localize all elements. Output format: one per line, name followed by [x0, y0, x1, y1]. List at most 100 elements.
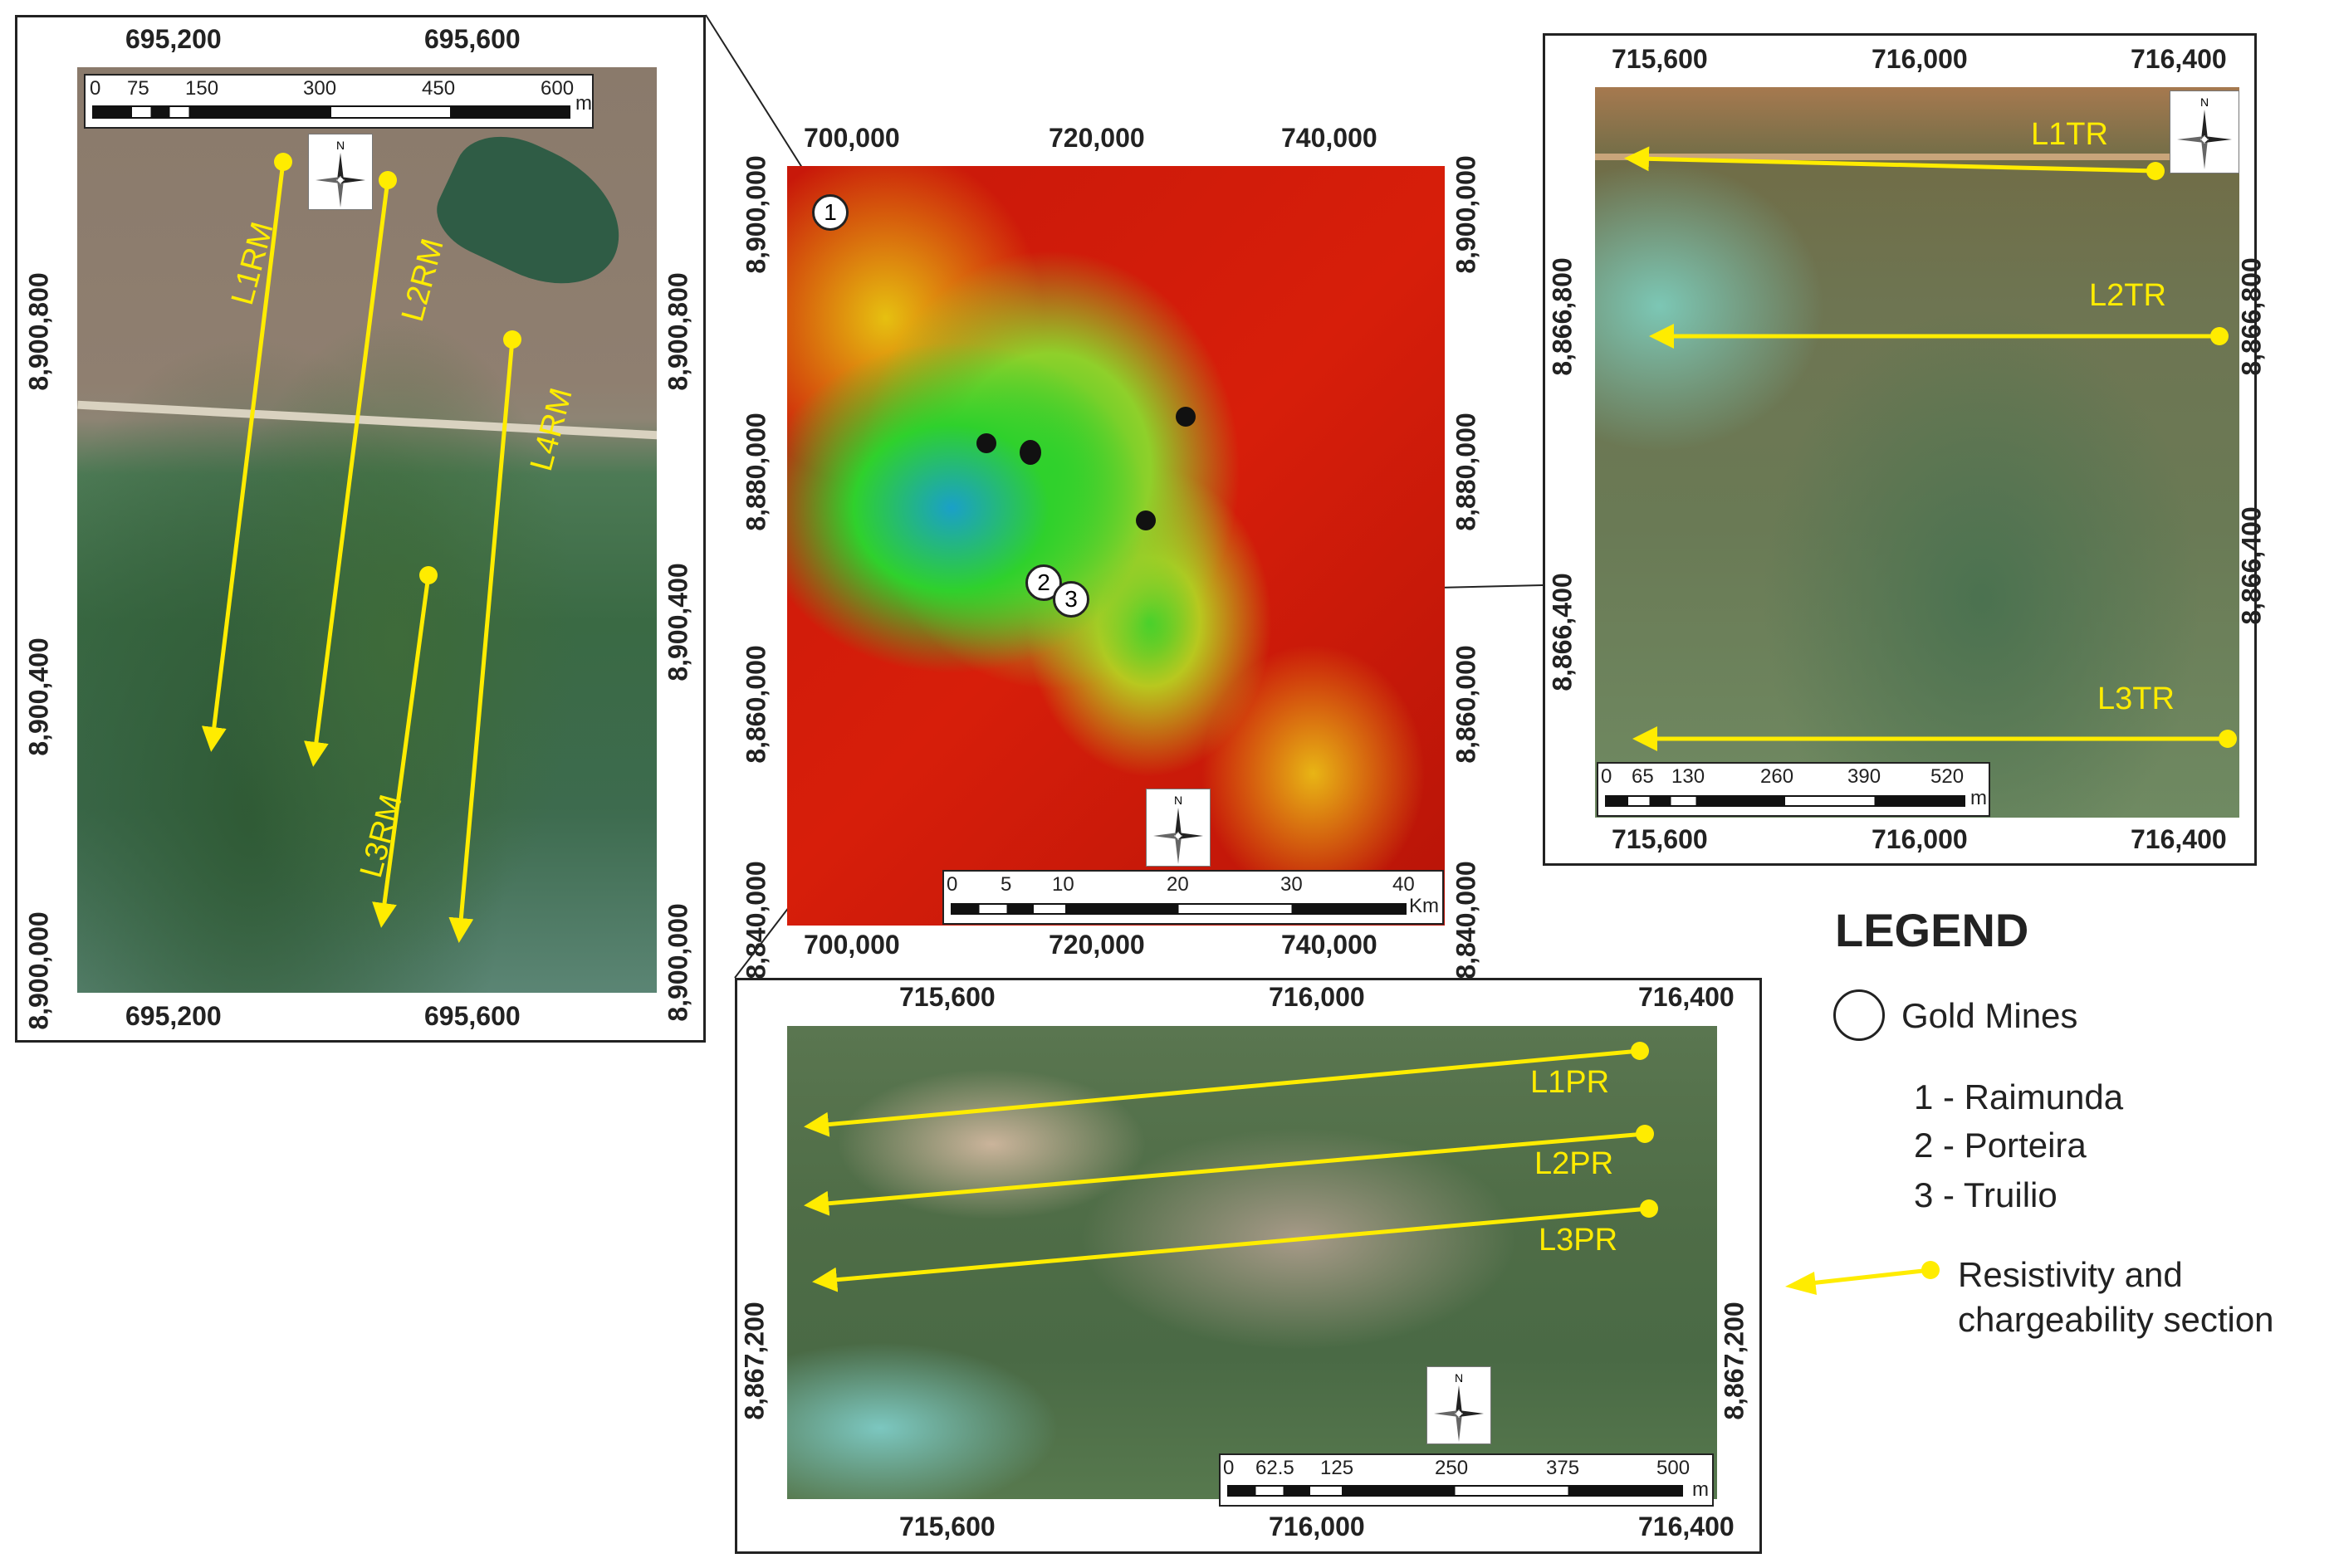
left-section-arrows	[201, 153, 521, 943]
bottom-scale-62: 62.5	[1255, 1457, 1294, 1479]
left-panel: 695,200 695,600 695,200 695,600 8,900,80…	[15, 15, 706, 1043]
bottom-panel: 715,600 716,000 716,400 715,600 716,000 …	[735, 978, 1762, 1554]
center-right-tick-2: 8,880,000	[1451, 413, 1481, 531]
legend-gold-mines: Gold Mines	[1901, 996, 2078, 1035]
right-north-arrow: N	[2170, 90, 2239, 173]
dem-mine-dot	[1136, 510, 1156, 530]
bottom-line-label-1: L1PR	[1530, 1065, 1610, 1100]
svg-text:N: N	[336, 139, 345, 152]
left-scale-450: 450	[422, 77, 456, 100]
legend-title: LEGEND	[1835, 904, 2029, 956]
bottom-bottom-tick-2: 716,000	[1269, 1512, 1365, 1541]
legend: LEGEND Gold Mines 1 - Raimunda 2 - Porte…	[1777, 896, 2325, 1361]
left-scale-75: 75	[127, 77, 149, 100]
left-scale-0: 0	[90, 77, 101, 100]
bottom-scale-0: 0	[1223, 1457, 1235, 1479]
right-section-arrows	[1624, 146, 2237, 751]
right-scale-bar: 0 65 130 260 390 520 m	[1597, 762, 1990, 817]
mine-marker-2: 2	[1025, 564, 1062, 601]
svg-text:N: N	[2200, 95, 2209, 109]
bottom-scale-125: 125	[1320, 1457, 1354, 1479]
left-scale-600: 600	[541, 77, 575, 100]
compass-icon: N	[1153, 794, 1203, 864]
left-scale-bar: 0 75 150 300 450 600 m	[84, 74, 594, 129]
svg-text:N: N	[1455, 1371, 1463, 1385]
center-scale-segments	[951, 903, 1407, 915]
center-dem-image	[787, 166, 1445, 926]
right-scale-0: 0	[1601, 765, 1612, 788]
center-scale-30: 30	[1280, 873, 1303, 896]
right-bottom-tick-1: 715,600	[1612, 824, 1708, 854]
right-scale-130: 130	[1671, 765, 1705, 788]
left-bottom-tick-2: 695,600	[424, 1001, 521, 1031]
gold-mine-icon	[1833, 989, 1885, 1041]
bottom-top-tick-3: 716,400	[1638, 982, 1735, 1012]
left-north-arrow: N	[308, 134, 373, 210]
right-top-tick-1: 715,600	[1612, 44, 1708, 74]
center-top-tick-1: 700,000	[804, 123, 900, 153]
right-scale-segments	[1605, 795, 1965, 807]
center-scale-5: 5	[1001, 873, 1012, 896]
center-left-tick-4: 8,840,000	[741, 861, 771, 979]
dem-mine-dot	[1020, 440, 1041, 465]
bottom-top-tick-2: 716,000	[1269, 982, 1365, 1012]
right-satellite-image	[1595, 87, 2239, 818]
right-line-label-1: L1TR	[2031, 117, 2108, 152]
center-bottom-tick-3: 740,000	[1281, 930, 1377, 960]
legend-item-2: 2 - Porteira	[1914, 1126, 2087, 1165]
bottom-scale-bar: 0 62.5 125 250 375 500 m	[1219, 1453, 1714, 1507]
center-scale-unit: Km	[1409, 895, 1439, 917]
center-map: 700,000 720,000 740,000 700,000 720,000 …	[714, 100, 1511, 979]
right-line-label-2: L2TR	[2089, 278, 2166, 313]
center-bottom-tick-1: 700,000	[804, 930, 900, 960]
legend-section-arrow-icon	[1785, 1261, 1940, 1295]
right-scale-520: 520	[1930, 765, 1965, 788]
right-scale-unit: m	[1970, 787, 1987, 809]
legend-item-1: 1 - Raimunda	[1914, 1077, 2124, 1116]
center-top-tick-2: 720,000	[1049, 123, 1145, 153]
mine-marker-1: 1	[812, 194, 849, 231]
bottom-scale-segments	[1227, 1485, 1683, 1497]
mine-marker-3: 3	[1053, 581, 1089, 618]
center-right-tick-1: 8,900,000	[1451, 155, 1481, 274]
bottom-top-tick-1: 715,600	[899, 982, 996, 1012]
center-top-tick-3: 740,000	[1281, 123, 1377, 153]
right-scale-65: 65	[1632, 765, 1654, 788]
right-line-label-3: L3TR	[2097, 681, 2175, 716]
center-scale-0: 0	[947, 873, 958, 896]
legend-section-line1: Resistivity and	[1958, 1255, 2183, 1294]
bottom-line-label-2: L2PR	[1534, 1146, 1614, 1181]
bottom-scale-250: 250	[1435, 1457, 1469, 1479]
center-scale-10: 10	[1052, 873, 1074, 896]
bottom-satellite-image	[787, 1026, 1717, 1499]
left-scale-300: 300	[303, 77, 337, 100]
bottom-scale-375: 375	[1546, 1457, 1580, 1479]
center-left-tick-3: 8,860,000	[741, 645, 771, 764]
left-scale-150: 150	[185, 77, 219, 100]
right-bottom-tick-3: 716,400	[2131, 824, 2227, 854]
right-top-tick-2: 716,000	[1872, 44, 1968, 74]
compass-icon: N	[1434, 1371, 1484, 1442]
bottom-north-arrow: N	[1426, 1366, 1491, 1444]
right-scale-260: 260	[1760, 765, 1794, 788]
dem-mine-dot	[1176, 407, 1196, 427]
center-left-tick-2: 8,880,000	[741, 413, 771, 531]
left-scale-segments	[92, 105, 570, 119]
bottom-section-arrows	[804, 1042, 1658, 1292]
bottom-bottom-tick-3: 716,400	[1638, 1512, 1735, 1541]
compass-icon: N	[2177, 95, 2232, 169]
center-right-tick-4: 8,840,000	[1451, 861, 1481, 979]
svg-text:N: N	[1174, 794, 1182, 807]
center-scale-20: 20	[1167, 873, 1189, 896]
legend-item-3: 3 - Truilio	[1914, 1175, 2058, 1214]
left-top-tick-1: 695,200	[125, 24, 222, 54]
center-north-arrow: N	[1146, 789, 1211, 867]
left-satellite-image	[77, 67, 657, 993]
right-road	[1595, 154, 2239, 160]
center-scale-40: 40	[1392, 873, 1415, 896]
center-right-tick-3: 8,860,000	[1451, 645, 1481, 764]
center-bottom-tick-2: 720,000	[1049, 930, 1145, 960]
left-scale-unit: m	[575, 92, 592, 115]
right-top-tick-3: 716,400	[2131, 44, 2227, 74]
bottom-scale-500: 500	[1656, 1457, 1691, 1479]
